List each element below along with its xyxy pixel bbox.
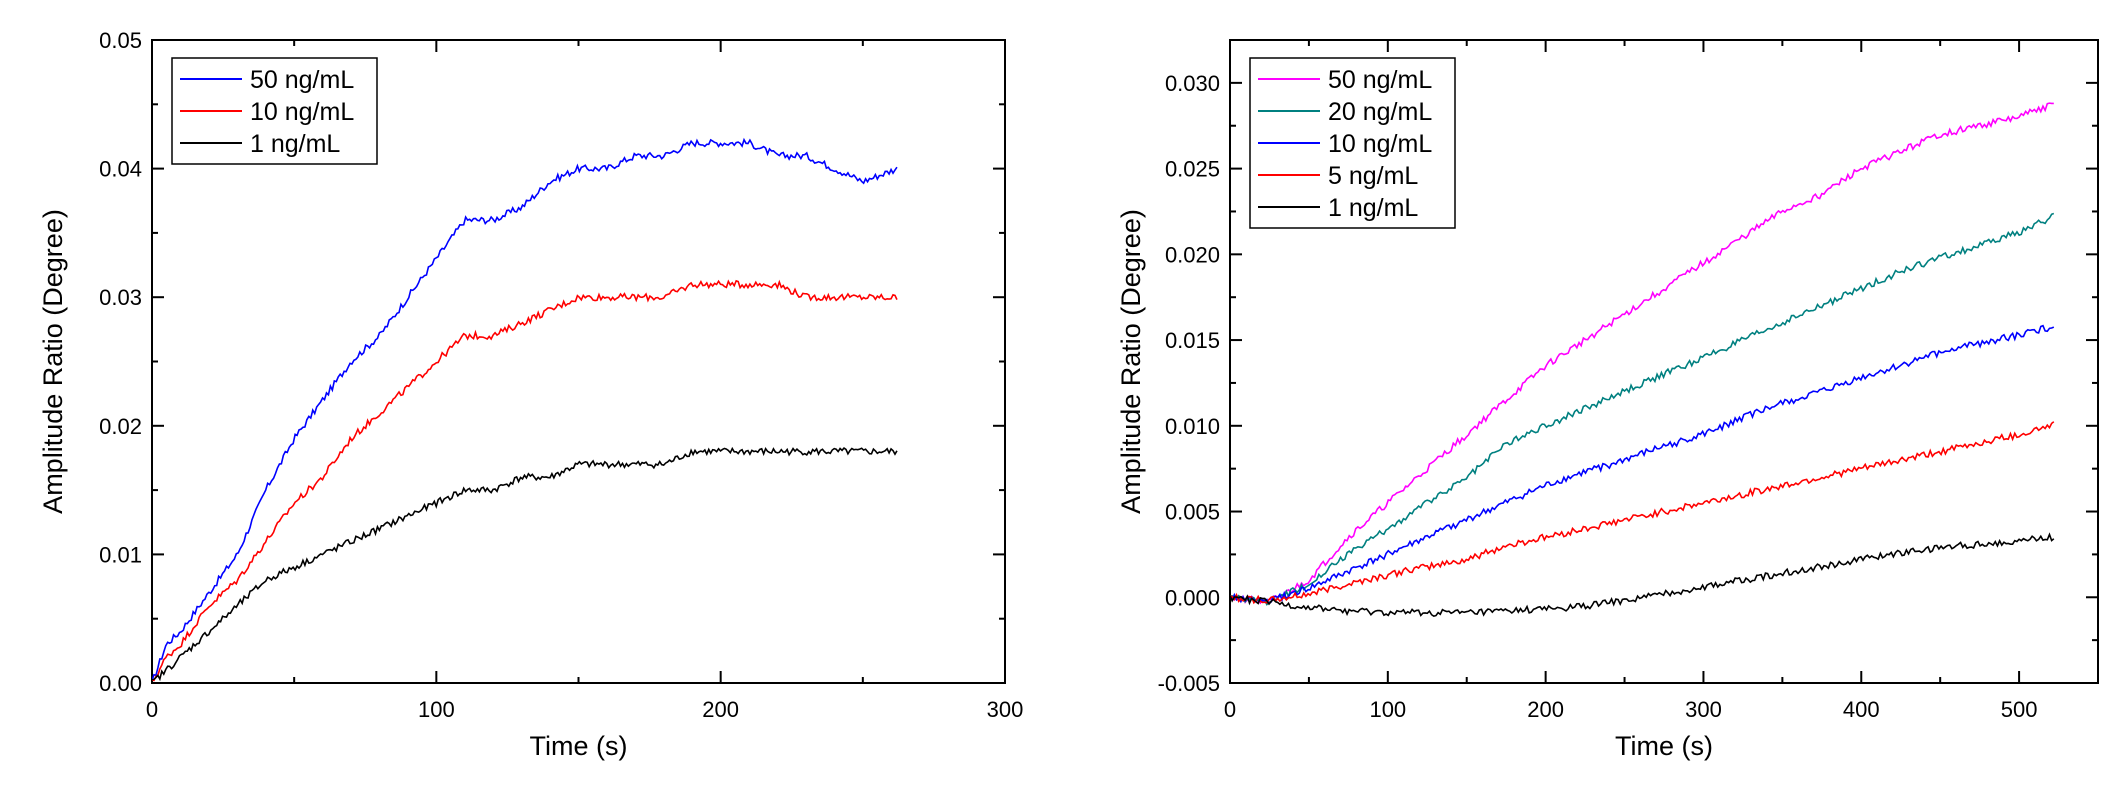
legend-entry-label: 5 ng/mL: [1328, 162, 1418, 190]
series-line-1-ng-ml: [152, 446, 898, 682]
legend-entry-label: 1 ng/mL: [250, 130, 340, 158]
plot-area-right: 0 100 200 300 400 500 -0.005 0.000 0.005 0.010 0.0…: [1116, 39, 2099, 761]
legend-entry-label: 50 ng/mL: [1328, 66, 1432, 94]
legend: 50 ng/mL 20 ng/mL 10 ng/mL 5 ng/mL 1 ng/mL: [1249, 57, 1456, 229]
series-line-20-ng-ml: [1230, 212, 2055, 606]
series-line-50-ng-ml: [152, 137, 898, 681]
plot-area-left: 0 100 200 300 0.00 0.01 0.02 0.03 0.04 0.05 Time (…: [38, 28, 1023, 761]
x-tick-label: 200: [1527, 697, 1564, 722]
y-tick-label: 0.010: [1165, 414, 1220, 439]
y-tick-label: 0.020: [1165, 242, 1220, 267]
series-line-1-ng-ml: [1230, 532, 2055, 618]
plot-frame: [1229, 39, 2099, 684]
legend-entry-label: 50 ng/mL: [250, 66, 354, 94]
x-tick-label: 500: [2001, 697, 2038, 722]
y-tick-label: 0.030: [1165, 71, 1220, 96]
chart-left: 0 100 200 300 0.00 0.01 0.02 0.03 0.04 0.05 Time (…: [38, 28, 1023, 761]
y-tick-label: 0.02: [99, 414, 142, 439]
x-tick-label: 0: [146, 697, 158, 722]
x-tick-label: 100: [418, 697, 455, 722]
legend-entry-label: 10 ng/mL: [1328, 130, 1432, 158]
y-tick-label: 0.005: [1165, 500, 1220, 525]
y-tick-label: 0.01: [99, 542, 142, 567]
legend-entry-label: 20 ng/mL: [1328, 98, 1432, 126]
x-tick-label: 300: [987, 697, 1024, 722]
y-axis-label: Amplitude Ratio (Degree): [38, 209, 68, 514]
y-tick-label: 0.04: [99, 157, 142, 182]
series-line-10-ng-ml: [1230, 324, 2055, 605]
x-axis-label: Time (s): [530, 731, 628, 761]
x-axis-label: Time (s): [1615, 731, 1713, 761]
series-line-5-ng-ml: [1230, 421, 2055, 605]
series-line-10-ng-ml: [152, 279, 898, 682]
y-tick-label: 0.05: [99, 28, 142, 53]
x-tick-label: 400: [1843, 697, 1880, 722]
y-tick-label: 0.00: [99, 671, 142, 696]
y-axis-label: Amplitude Ratio (Degree): [1116, 209, 1146, 514]
y-tick-label: 0.025: [1165, 157, 1220, 182]
y-tick-label: 0.015: [1165, 328, 1220, 353]
x-tick-label: 0: [1224, 697, 1236, 722]
series-line-50-ng-ml: [1230, 102, 2054, 605]
chart-right: 0 100 200 300 400 500 -0.005 0.000 0.005 0.010 0.0…: [1116, 39, 2099, 761]
y-tick-label: 0.03: [99, 285, 142, 310]
y-tick-label: 0.000: [1165, 585, 1220, 610]
legend-entry-label: 1 ng/mL: [1328, 194, 1418, 222]
x-tick-label: 200: [702, 697, 739, 722]
legend-entry-label: 10 ng/mL: [250, 98, 354, 126]
y-tick-label: -0.005: [1158, 671, 1220, 696]
legend: 50 ng/mL 10 ng/mL 1 ng/mL: [171, 57, 378, 165]
x-tick-label: 100: [1369, 697, 1406, 722]
x-tick-label: 300: [1685, 697, 1722, 722]
